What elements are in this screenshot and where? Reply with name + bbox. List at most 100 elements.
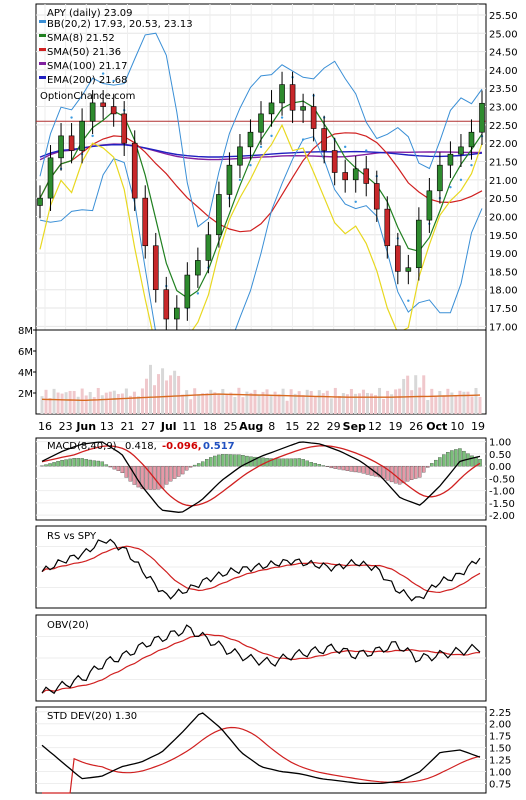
macd-histogram-bar	[72, 458, 76, 467]
macd-histogram-bar	[205, 459, 209, 467]
sar-dot	[238, 178, 242, 182]
volume-bar	[426, 400, 430, 414]
macd-histogram-bar	[100, 461, 105, 467]
volume-bar	[205, 393, 209, 414]
volume-bar	[124, 388, 128, 414]
volume-bar	[293, 393, 297, 414]
candle-body	[384, 208, 391, 247]
candle-body	[58, 135, 64, 159]
volume-bar	[189, 399, 193, 414]
candle-body	[321, 128, 327, 151]
volume-bar	[365, 392, 369, 414]
volume-bar	[281, 388, 285, 414]
candle-body	[110, 106, 117, 115]
volume-bar	[221, 388, 225, 414]
volume-bar	[261, 391, 265, 414]
price-tick-label: 18.00	[489, 286, 518, 297]
price-tick-label: 25.00	[489, 29, 518, 40]
volume-bar	[394, 389, 398, 414]
volume-bar	[333, 387, 337, 414]
candle-body	[437, 164, 443, 192]
volume-bar	[398, 388, 402, 414]
volume-bar	[120, 393, 124, 414]
date-tick-label: 23	[59, 420, 73, 433]
date-tick-label: 10	[450, 420, 464, 433]
sar-dot	[259, 145, 263, 149]
volume-bar	[374, 395, 378, 414]
volume-bar	[64, 392, 68, 414]
volume-bar	[301, 395, 305, 414]
rs-title: RS vs SPY	[47, 531, 97, 542]
price-tick-label: 21.00	[489, 176, 518, 187]
macd-histogram-bar	[450, 450, 454, 467]
macd-histogram-bar	[438, 457, 442, 467]
volume-bar	[454, 395, 458, 414]
volume-bar	[104, 392, 108, 414]
date-tick-label: Sep	[343, 420, 366, 433]
sar-dot	[449, 185, 452, 189]
stddev-title: STD DEV(20) 1.30	[47, 711, 137, 722]
volume-bar	[128, 395, 132, 414]
stddev-tick-label: 2.00	[489, 720, 511, 731]
candle-body	[458, 146, 464, 155]
macd-tick-label: 1.00	[489, 438, 511, 449]
macd-histogram-bar	[108, 465, 113, 468]
volume-panel: 8M 6M 4M 2M 16 23 Jun 13 21 27 Jul 11 18 25 Aug 8 15 22 2…	[18, 326, 487, 433]
volume-bar	[213, 392, 217, 414]
volume-bar	[305, 389, 309, 414]
date-tick-label: 13	[100, 420, 114, 433]
macd-histogram-bar	[317, 464, 322, 467]
date-tick-label: 22	[306, 420, 320, 433]
legend-title: APY (daily) 23.09	[47, 8, 133, 19]
volume-bar	[253, 389, 257, 414]
macd-signal-value: -0.096,	[162, 441, 202, 452]
macd-histogram-bar	[60, 460, 64, 467]
volume-bar	[442, 396, 446, 414]
sar-dot	[354, 200, 357, 203]
macd-histogram-bar	[349, 465, 354, 472]
trailing-line	[39, 123, 483, 380]
macd-histogram-bar	[405, 465, 410, 482]
volume-bar	[478, 396, 482, 414]
volume-bar	[438, 390, 442, 414]
macd-histogram-bar	[200, 461, 205, 467]
legend-swatch-bb	[39, 20, 46, 23]
macd-panel: 1.000.500.00-0.50 -1.00-1.50-2.00 MACD(8,…	[35, 437, 515, 522]
date-tick-label: 27	[141, 420, 155, 433]
candle-body	[121, 113, 127, 144]
macd-histogram-bar	[261, 457, 265, 467]
candle-body	[37, 197, 43, 206]
macd-histogram-bar	[148, 465, 153, 490]
macd-histogram-bar	[377, 465, 382, 478]
volume-bars	[40, 364, 482, 414]
macd-histogram-bar	[136, 465, 141, 488]
macd-histogram-bar	[253, 456, 257, 467]
price-series	[36, 32, 486, 391]
macd-histogram-bar	[385, 465, 390, 481]
stddev-axis-ticks: 2.252.001.751.501.251.000.75	[489, 708, 511, 791]
price-tick-label: 20.50	[489, 194, 518, 205]
volume-bar	[406, 375, 410, 414]
sma50-line	[39, 132, 483, 233]
price-tick-label: 17.00	[489, 322, 518, 333]
volume-bar	[92, 397, 96, 414]
macd-histogram-bar	[430, 463, 434, 467]
date-tick-label: 8	[268, 420, 275, 433]
volume-bar	[341, 393, 345, 414]
macd-histogram-bar	[68, 458, 72, 467]
macd-histogram-bar	[417, 465, 422, 478]
stddev-average-line	[42, 726, 481, 794]
macd-signal-line	[41, 445, 481, 507]
candle-body	[416, 219, 422, 269]
volume-bar	[414, 375, 418, 414]
stddev-tick-label: 1.75	[489, 732, 511, 743]
volume-tick-label: 6M	[18, 347, 33, 358]
volume-bar	[157, 374, 161, 414]
macd-histogram-bar	[277, 458, 281, 467]
macd-histogram-bar	[237, 454, 241, 467]
macd-histogram-bar	[184, 465, 189, 471]
legend-sma8: SMA(8) 21.52	[47, 33, 115, 44]
macd-tick-label: -1.00	[489, 487, 515, 498]
obv-panel: OBV(20)	[35, 614, 487, 702]
candle-body	[89, 102, 96, 122]
